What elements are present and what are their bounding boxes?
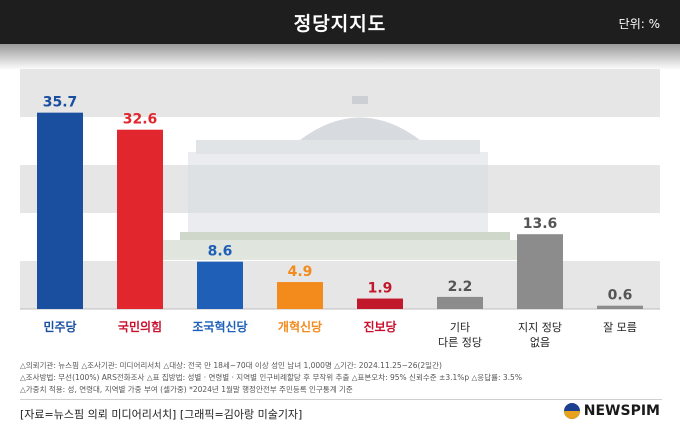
category-label: 조국혁신당 (192, 319, 247, 334)
bars (37, 112, 643, 310)
header-bar: 정당지지도 단위: % (0, 0, 680, 44)
category-label: 없음 (530, 336, 550, 349)
bar (517, 234, 563, 309)
category-label: 진보당 (363, 319, 396, 334)
value-labels: 35.7 32.6 8.6 4.9 1.9 2.2 13.6 0.6 (43, 95, 633, 304)
note-line: △조사방법: 무선(100%) ARS전화조사 △표 집방법: 성별 · 연령별… (20, 373, 522, 382)
category-label: 개혁신당 (278, 319, 322, 334)
header-shadow (0, 44, 680, 70)
category-label: 지지 정당 (518, 321, 562, 334)
bar (197, 261, 243, 309)
brand-logo: NEWSPIM (563, 403, 660, 419)
grid-band (20, 69, 660, 117)
value-label: 35.7 (43, 95, 78, 111)
grid-band (20, 261, 660, 309)
value-label: 1.9 (368, 281, 393, 297)
survey-notes: △의뢰기관: 뉴스핌 △조사기관: 미디어리서치 △대상: 전국 만 18세~7… (20, 360, 665, 396)
bar (277, 282, 323, 309)
building-illustration (150, 96, 550, 260)
source-credit: [자료=뉴스핌 의뢰 미디어리서치] [그래픽=김아랑 미술기자] (20, 408, 303, 421)
note-line: △의뢰기관: 뉴스핌 △조사기관: 미디어리서치 △대상: 전국 만 18세~7… (20, 361, 442, 370)
brand-name: NEWSPIM (583, 403, 660, 419)
bar (357, 298, 403, 309)
footer-divider (20, 399, 662, 400)
newspim-logo-icon (563, 403, 580, 419)
bar (117, 129, 163, 309)
value-label: 13.6 (523, 216, 558, 232)
bar (437, 296, 483, 309)
value-label: 32.6 (123, 112, 158, 128)
category-label: 민주당 (43, 319, 76, 334)
value-label: 0.6 (608, 288, 633, 304)
category-label: 다른 정당 (438, 336, 482, 349)
unit-label: 단위: % (618, 17, 660, 31)
value-label: 4.9 (288, 264, 313, 280)
bar (597, 305, 643, 309)
value-label: 2.2 (448, 279, 473, 295)
value-label: 8.6 (208, 244, 233, 260)
note-line: △가중치 적용: 성, 연령대, 지역별 가중 부여 (셀가중) *2024년 … (20, 385, 353, 394)
category-label: 잘 모름 (603, 321, 637, 334)
category-label: 기타 (450, 321, 470, 334)
bar (37, 112, 83, 310)
category-label: 국민의힘 (118, 319, 162, 334)
chart-title: 정당지지도 (293, 13, 387, 35)
